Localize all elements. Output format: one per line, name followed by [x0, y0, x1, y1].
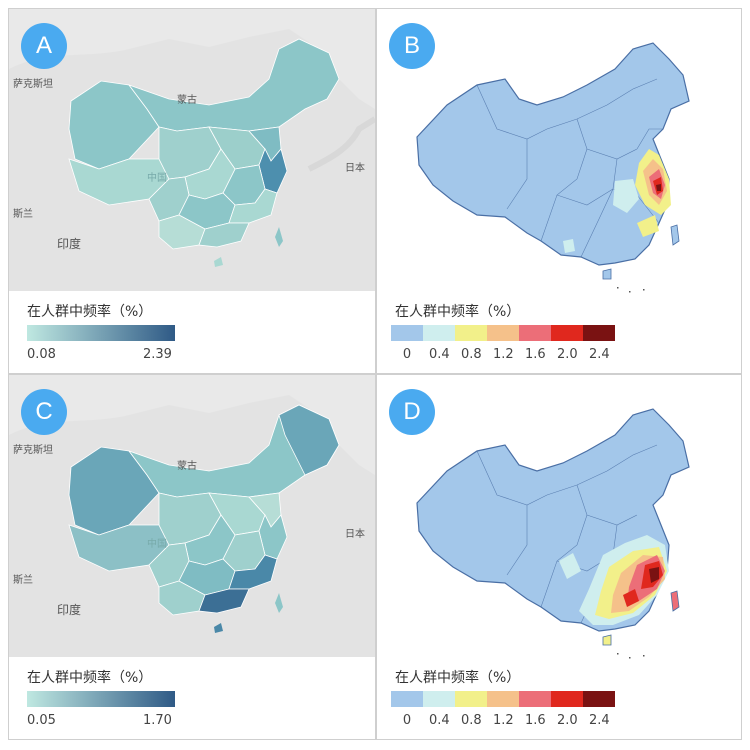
panel-d: D 在人群中频率（%） 0 0.4 0.8 1.2 1.6 2.0 2.4: [376, 374, 742, 740]
basemap-c: 萨克斯坦 蒙古 日本 中国 斯兰 印度: [9, 375, 375, 657]
legend-max-c: 1.70: [143, 713, 172, 728]
legend-tick-label: 1.2: [493, 347, 514, 362]
legend-title-a: 在人群中频率（%）: [27, 304, 153, 320]
china-choropleth-c: [9, 375, 375, 657]
legend-bins-d: [391, 691, 615, 707]
legend-tick-label: 1.6: [525, 347, 546, 362]
legend-bin-0: [391, 691, 423, 707]
legend-bin-5: [551, 325, 583, 341]
legend-bin-4: [519, 325, 551, 341]
country-label-mongolia: 蒙古: [177, 461, 197, 472]
legend-gradient-a: [27, 325, 175, 341]
legend-tick-label: 0.8: [461, 713, 482, 728]
country-label-japan: 日本: [345, 163, 365, 174]
china-choropleth-a: [9, 9, 375, 291]
country-label-india: 印度: [57, 603, 82, 617]
legend-tick-label: 2.0: [557, 347, 578, 362]
country-label-kazakhstan: 萨克斯坦: [13, 79, 53, 90]
legend-tick-label: 0: [402, 347, 412, 362]
panel-label-a: A: [21, 23, 67, 69]
legend-bin-5: [551, 691, 583, 707]
legend-tick-label: 2.4: [589, 713, 610, 728]
panel-label-b: B: [389, 23, 435, 69]
china-heatmap-d: [416, 408, 690, 659]
panel-b: B 在人群中频率（%） 0 0.4 0.8 1.2 1.6 2.0 2.4: [376, 8, 742, 374]
legend-bin-1: [423, 691, 455, 707]
country-label-india: 印度: [57, 237, 82, 251]
country-label-japan: 日本: [345, 529, 365, 540]
panel-c: 萨克斯坦 蒙古 日本 中国 斯兰 印度 C 在人群中频率（%） 0.05 1.7…: [8, 374, 376, 740]
china-heatmap-b: [416, 42, 690, 293]
legend-tick-label: 1.2: [493, 713, 514, 728]
country-label-nepal: 斯兰: [13, 575, 33, 586]
country-label-kazakhstan: 萨克斯坦: [13, 445, 53, 456]
legend-min-a: 0.08: [27, 347, 56, 362]
legend-title-d: 在人群中频率（%）: [395, 670, 521, 686]
country-label-china: 中国: [147, 539, 167, 550]
legend-title-c: 在人群中频率（%）: [27, 670, 153, 686]
legend-tick-label: 2.4: [589, 347, 610, 362]
legend-bin-6: [583, 325, 615, 341]
legend-tick-label: 1.6: [525, 713, 546, 728]
country-label-mongolia: 蒙古: [177, 95, 197, 106]
legend-tick-label: 0.4: [429, 347, 450, 362]
legend-title-b: 在人群中频率（%）: [395, 304, 521, 320]
panel-label-c: C: [21, 389, 67, 435]
country-label-nepal: 斯兰: [13, 209, 33, 220]
legend-gradient-c: [27, 691, 175, 707]
country-label-china: 中国: [147, 173, 167, 184]
legend-bin-0: [391, 325, 423, 341]
legend-bin-1: [423, 325, 455, 341]
panel-a: 萨克斯坦 蒙古 日本 中国 斯兰 印度 A 在人群中频率（%） 0.08 2.3…: [8, 8, 376, 374]
legend-bin-3: [487, 691, 519, 707]
legend-tick-label: 0.8: [461, 347, 482, 362]
legend-bin-4: [519, 691, 551, 707]
basemap-a: 萨克斯坦 蒙古 日本 中国 斯兰 印度: [9, 9, 375, 291]
legend-tick-label: 2.0: [557, 713, 578, 728]
legend-bin-2: [455, 691, 487, 707]
legend-tick-label: 0: [402, 713, 412, 728]
legend-max-a: 2.39: [143, 347, 172, 362]
legend-bin-6: [583, 691, 615, 707]
legend-bin-3: [487, 325, 519, 341]
panel-label-d: D: [389, 389, 435, 435]
legend-tick-label: 0.4: [429, 713, 450, 728]
legend-bins-b: [391, 325, 615, 341]
legend-min-c: 0.05: [27, 713, 56, 728]
legend-bin-2: [455, 325, 487, 341]
